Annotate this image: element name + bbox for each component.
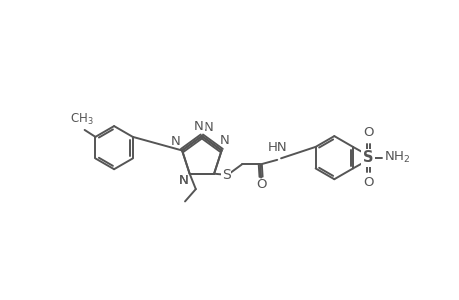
Text: NH$_2$: NH$_2$ <box>383 150 409 165</box>
Text: N: N <box>170 135 180 148</box>
Text: CH$_3$: CH$_3$ <box>70 112 94 127</box>
Text: S: S <box>222 168 230 182</box>
Text: O: O <box>362 126 373 139</box>
Text: S: S <box>362 150 373 165</box>
Text: N: N <box>203 121 213 134</box>
Text: O: O <box>256 178 267 191</box>
Text: N: N <box>179 175 189 188</box>
Text: HN: HN <box>267 142 286 154</box>
Text: O: O <box>362 176 373 189</box>
Text: N: N <box>219 134 229 147</box>
Text: N: N <box>196 119 206 132</box>
Text: N: N <box>178 175 188 188</box>
Text: N: N <box>194 120 203 133</box>
